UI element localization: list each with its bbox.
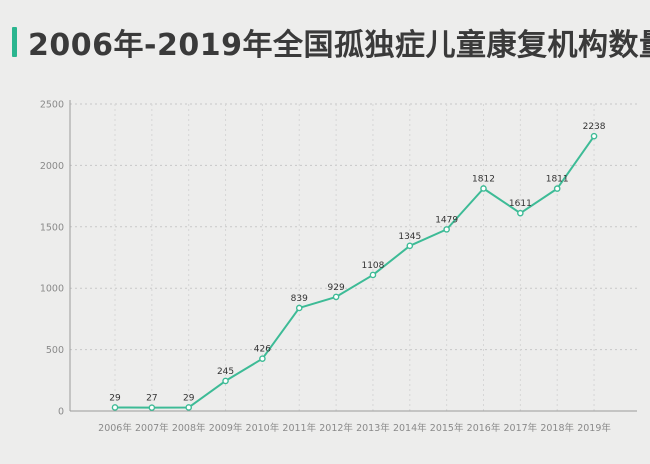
x-tick-label: 2015年 <box>430 422 464 434</box>
data-label: 1812 <box>472 174 495 184</box>
x-tick-label: 2011年 <box>282 422 316 434</box>
x-tick-label: 2010年 <box>246 422 280 434</box>
data-label: 1345 <box>398 232 421 242</box>
data-label: 29 <box>109 393 121 403</box>
data-label: 839 <box>291 294 308 304</box>
data-point <box>259 355 266 362</box>
data-point <box>295 304 303 312</box>
data-point <box>590 132 598 140</box>
data-point <box>480 185 487 192</box>
y-tick-label: 2000 <box>40 161 64 172</box>
line-chart: 0 500 1000 1500 2000 2500 2006年 2007年 2008年 2009年… <box>40 100 637 434</box>
data-label: 245 <box>217 367 234 377</box>
x-tick-label: 2006年 <box>98 422 132 434</box>
data-label: 1611 <box>509 199 532 209</box>
data-point <box>111 404 119 411</box>
data-label: 929 <box>328 283 345 293</box>
chart-header: 2006年-2019年全国孤独症儿童康复机构数量 <box>0 0 650 80</box>
data-point <box>148 404 156 411</box>
data-label: 1811 <box>546 175 569 185</box>
data-point <box>517 209 524 217</box>
data-point <box>553 185 561 192</box>
data-point <box>185 404 192 411</box>
data-point <box>406 242 414 250</box>
data-point <box>369 271 377 279</box>
data-label: 29 <box>183 393 195 403</box>
data-label: 2238 <box>583 122 606 132</box>
y-tick-label: 0 <box>58 407 64 418</box>
data-label: 1479 <box>435 215 458 225</box>
title-accent-bar <box>12 27 17 57</box>
x-tick-label: 2014年 <box>393 422 427 434</box>
x-tick-label: 2009年 <box>209 422 243 434</box>
data-label: 426 <box>254 345 271 355</box>
y-tick-label: 500 <box>46 345 64 356</box>
series-line <box>114 135 595 409</box>
x-tick-label: 2016年 <box>467 422 501 434</box>
y-tick-label: 2500 <box>40 100 64 111</box>
x-tick-label: 2012年 <box>319 422 353 434</box>
x-tick-label: 2019年 <box>577 422 611 434</box>
y-tick-label: 1000 <box>40 284 64 295</box>
x-tick-label: 2017年 <box>504 422 538 434</box>
data-point <box>222 377 229 385</box>
x-tick-label: 2013年 <box>356 422 390 434</box>
data-label: 1108 <box>361 261 384 271</box>
x-tick-label: 2007年 <box>135 422 169 434</box>
y-tick-label: 1500 <box>40 222 64 233</box>
data-point <box>443 226 450 233</box>
chart-title: 2006年-2019年全国孤独症儿童康复机构数量 <box>28 28 650 63</box>
x-tick-label: 2008年 <box>172 422 206 434</box>
x-tick-label: 2018年 <box>540 422 574 434</box>
data-label: 27 <box>146 394 157 404</box>
data-point <box>332 293 340 301</box>
